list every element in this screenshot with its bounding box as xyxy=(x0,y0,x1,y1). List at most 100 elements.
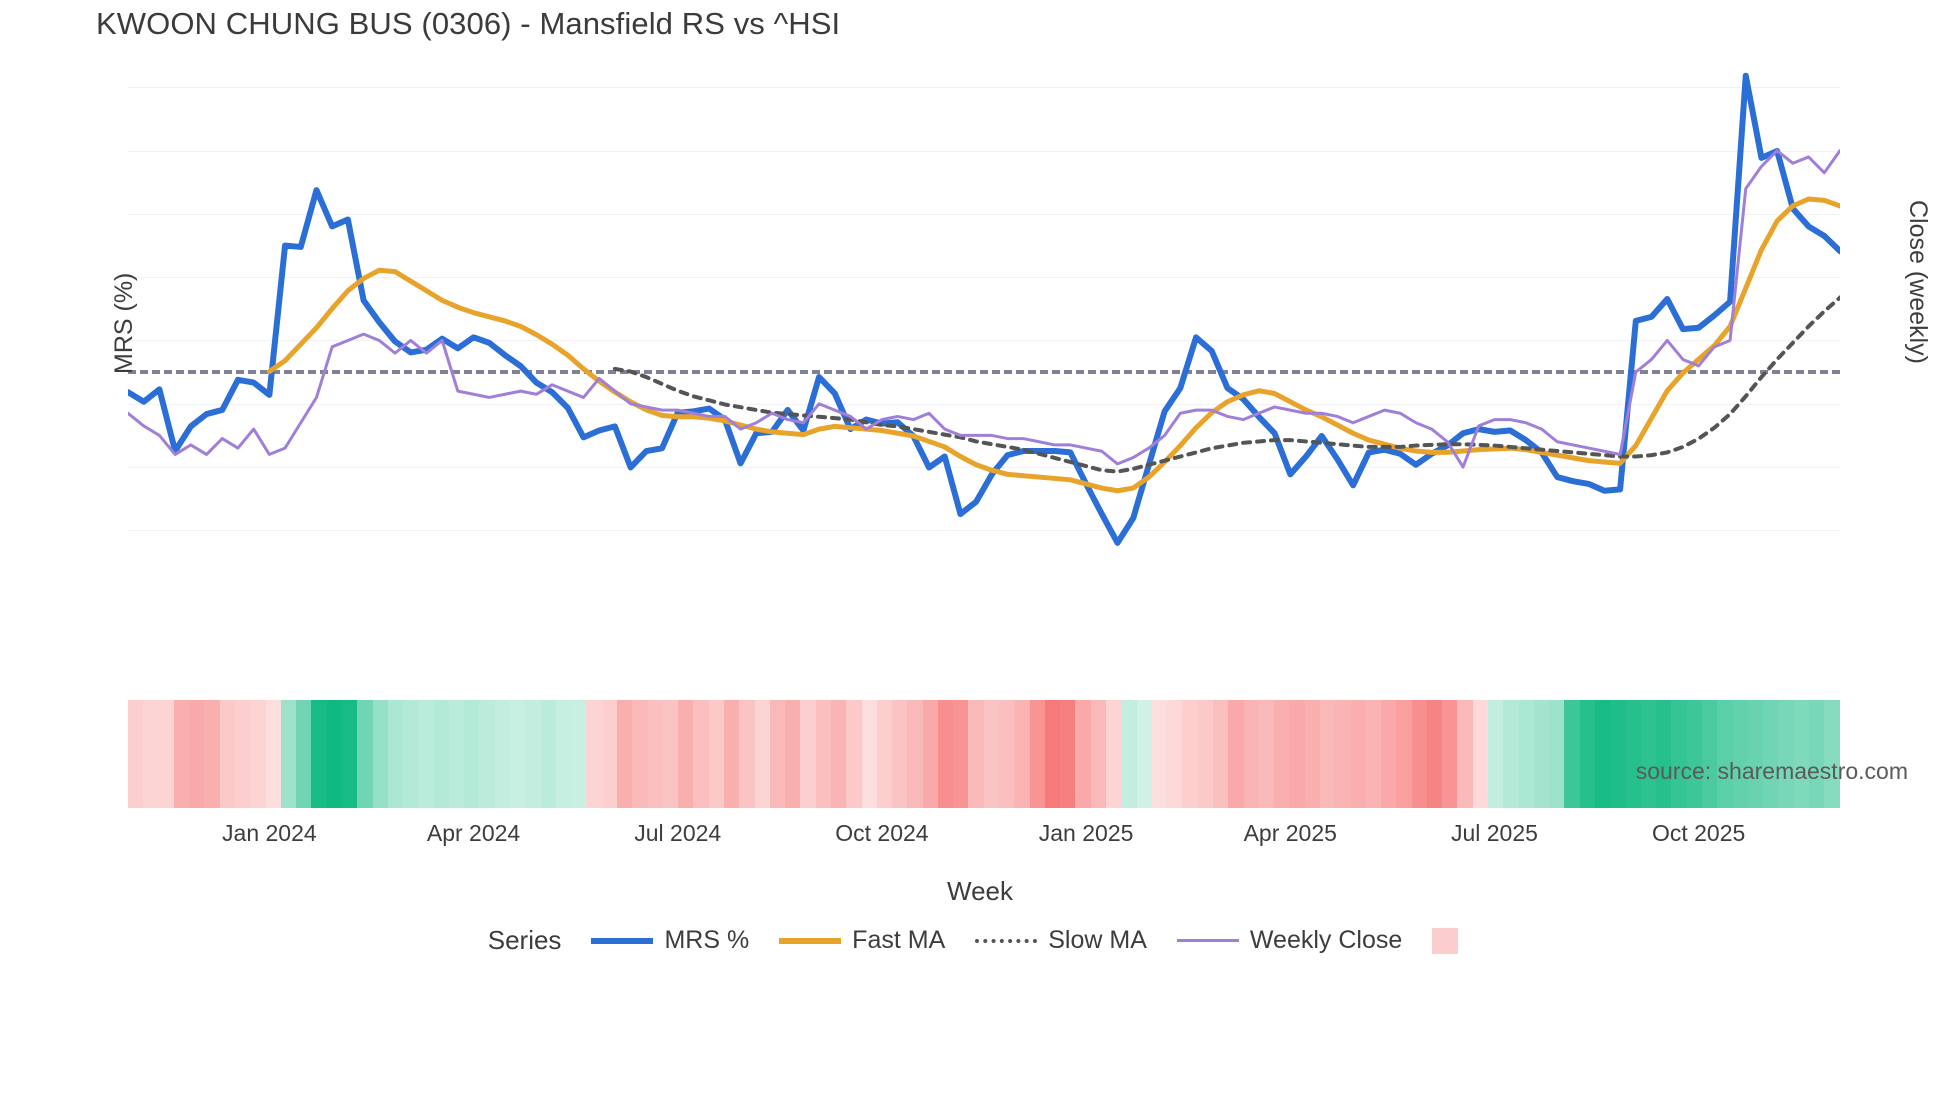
legend-item[interactable] xyxy=(1432,927,1459,954)
heat-cell xyxy=(999,700,1015,808)
heat-cell xyxy=(494,700,511,808)
heat-cell xyxy=(1763,700,1779,808)
heat-cell xyxy=(1701,700,1718,808)
heat-cell xyxy=(1503,700,1519,808)
heat-cell xyxy=(173,700,190,808)
heat-cell xyxy=(953,700,969,808)
heat-cell xyxy=(1656,700,1672,808)
heat-cell xyxy=(1090,700,1106,808)
heat-cell xyxy=(311,700,327,808)
series-lines xyxy=(128,72,1840,546)
x-tick: Jan 2024 xyxy=(222,820,317,846)
heat-cell xyxy=(876,700,893,808)
heat-cell xyxy=(555,700,572,808)
legend-title: Series xyxy=(487,925,562,955)
momentum-heat-strip xyxy=(128,700,1840,808)
heat-cell xyxy=(968,700,984,808)
legend-label: Slow MA xyxy=(1048,926,1147,954)
heat-cell xyxy=(1075,700,1091,808)
heat-cell xyxy=(1381,700,1397,808)
heat-cell xyxy=(601,700,617,808)
heat-cell xyxy=(1457,700,1473,808)
heat-cell xyxy=(1274,700,1290,808)
heat-cell xyxy=(647,700,663,808)
legend-item[interactable]: Weekly Close xyxy=(1176,926,1403,955)
heat-cell xyxy=(189,700,205,808)
heat-cell xyxy=(1778,700,1794,808)
heat-cell xyxy=(754,700,770,808)
gridline xyxy=(128,213,1840,215)
heat-cell xyxy=(693,700,709,808)
legend-label: Weekly Close xyxy=(1249,926,1403,954)
series-path-mrs xyxy=(128,72,1840,546)
chart-legend: Series MRS % Fast MA Slow MA Weekly Close xyxy=(0,925,1960,956)
heat-cell xyxy=(1808,700,1825,808)
heat-cell xyxy=(326,700,342,808)
heat-cell xyxy=(739,700,755,808)
heat-cell xyxy=(1060,700,1076,808)
heat-cell xyxy=(678,700,694,808)
heat-cell xyxy=(372,700,388,808)
heat-cell xyxy=(1289,700,1305,808)
gridline xyxy=(128,403,1840,405)
heat-cell xyxy=(1044,700,1061,808)
legend-swatch xyxy=(591,937,654,944)
heat-cell xyxy=(1564,700,1580,808)
heat-cell xyxy=(800,700,816,808)
heat-cell xyxy=(983,700,1000,808)
heat-cell xyxy=(617,700,633,808)
heat-cell xyxy=(1029,700,1045,808)
heat-cell xyxy=(1533,700,1550,808)
legend-heat-patch xyxy=(1432,927,1459,954)
heat-cell xyxy=(158,700,174,808)
x-tick: Jul 2025 xyxy=(1450,820,1538,846)
heat-cell xyxy=(1335,700,1351,808)
heat-cell xyxy=(1365,700,1382,808)
heat-cell xyxy=(280,700,297,808)
heat-cell xyxy=(1167,700,1183,808)
heat-cell xyxy=(815,700,831,808)
heat-cell xyxy=(204,700,220,808)
plot-inner xyxy=(128,62,1840,562)
heat-cell xyxy=(1640,700,1657,808)
heat-cell xyxy=(708,700,724,808)
legend-item[interactable]: Slow MA xyxy=(975,926,1147,955)
heat-cell xyxy=(1747,700,1764,808)
heat-cell xyxy=(1671,700,1687,808)
heat-cell xyxy=(1243,700,1259,808)
legend-item[interactable]: MRS % xyxy=(591,926,749,955)
heat-cell xyxy=(1686,700,1702,808)
heat-cell xyxy=(1396,700,1412,808)
x-tick: Apr 2025 xyxy=(1243,820,1337,846)
heat-cell xyxy=(785,700,801,808)
x-tick: Oct 2024 xyxy=(835,820,929,846)
legend-item[interactable]: Fast MA xyxy=(779,926,945,955)
heat-cell xyxy=(510,700,526,808)
heat-cell xyxy=(1824,700,1840,808)
heat-cell xyxy=(387,700,404,808)
heat-cell xyxy=(341,700,358,808)
heat-cell xyxy=(479,700,495,808)
heat-cell xyxy=(1579,700,1595,808)
chart-title: KWOON CHUNG BUS (0306) - Mansfield RS vs… xyxy=(96,6,841,41)
heat-cell xyxy=(662,700,679,808)
heat-cell xyxy=(1197,700,1213,808)
x-tick: Apr 2024 xyxy=(426,820,521,846)
x-tick: Jan 2025 xyxy=(1038,820,1134,846)
heat-cell xyxy=(464,700,480,808)
heat-cell xyxy=(1488,700,1504,808)
heat-cell xyxy=(1182,700,1198,808)
gridline xyxy=(128,340,1840,342)
heat-cell xyxy=(907,700,923,808)
heat-cell xyxy=(265,700,281,808)
heat-cell xyxy=(403,700,419,808)
heat-cell xyxy=(1442,700,1458,808)
heat-cell xyxy=(1610,700,1626,808)
heat-cell xyxy=(128,700,144,808)
heat-cell xyxy=(922,700,938,808)
heat-cell xyxy=(433,700,449,808)
y-axis-right-label: Close (weekly) xyxy=(1904,200,1932,364)
heat-cell xyxy=(296,700,312,808)
gridline xyxy=(128,87,1840,89)
